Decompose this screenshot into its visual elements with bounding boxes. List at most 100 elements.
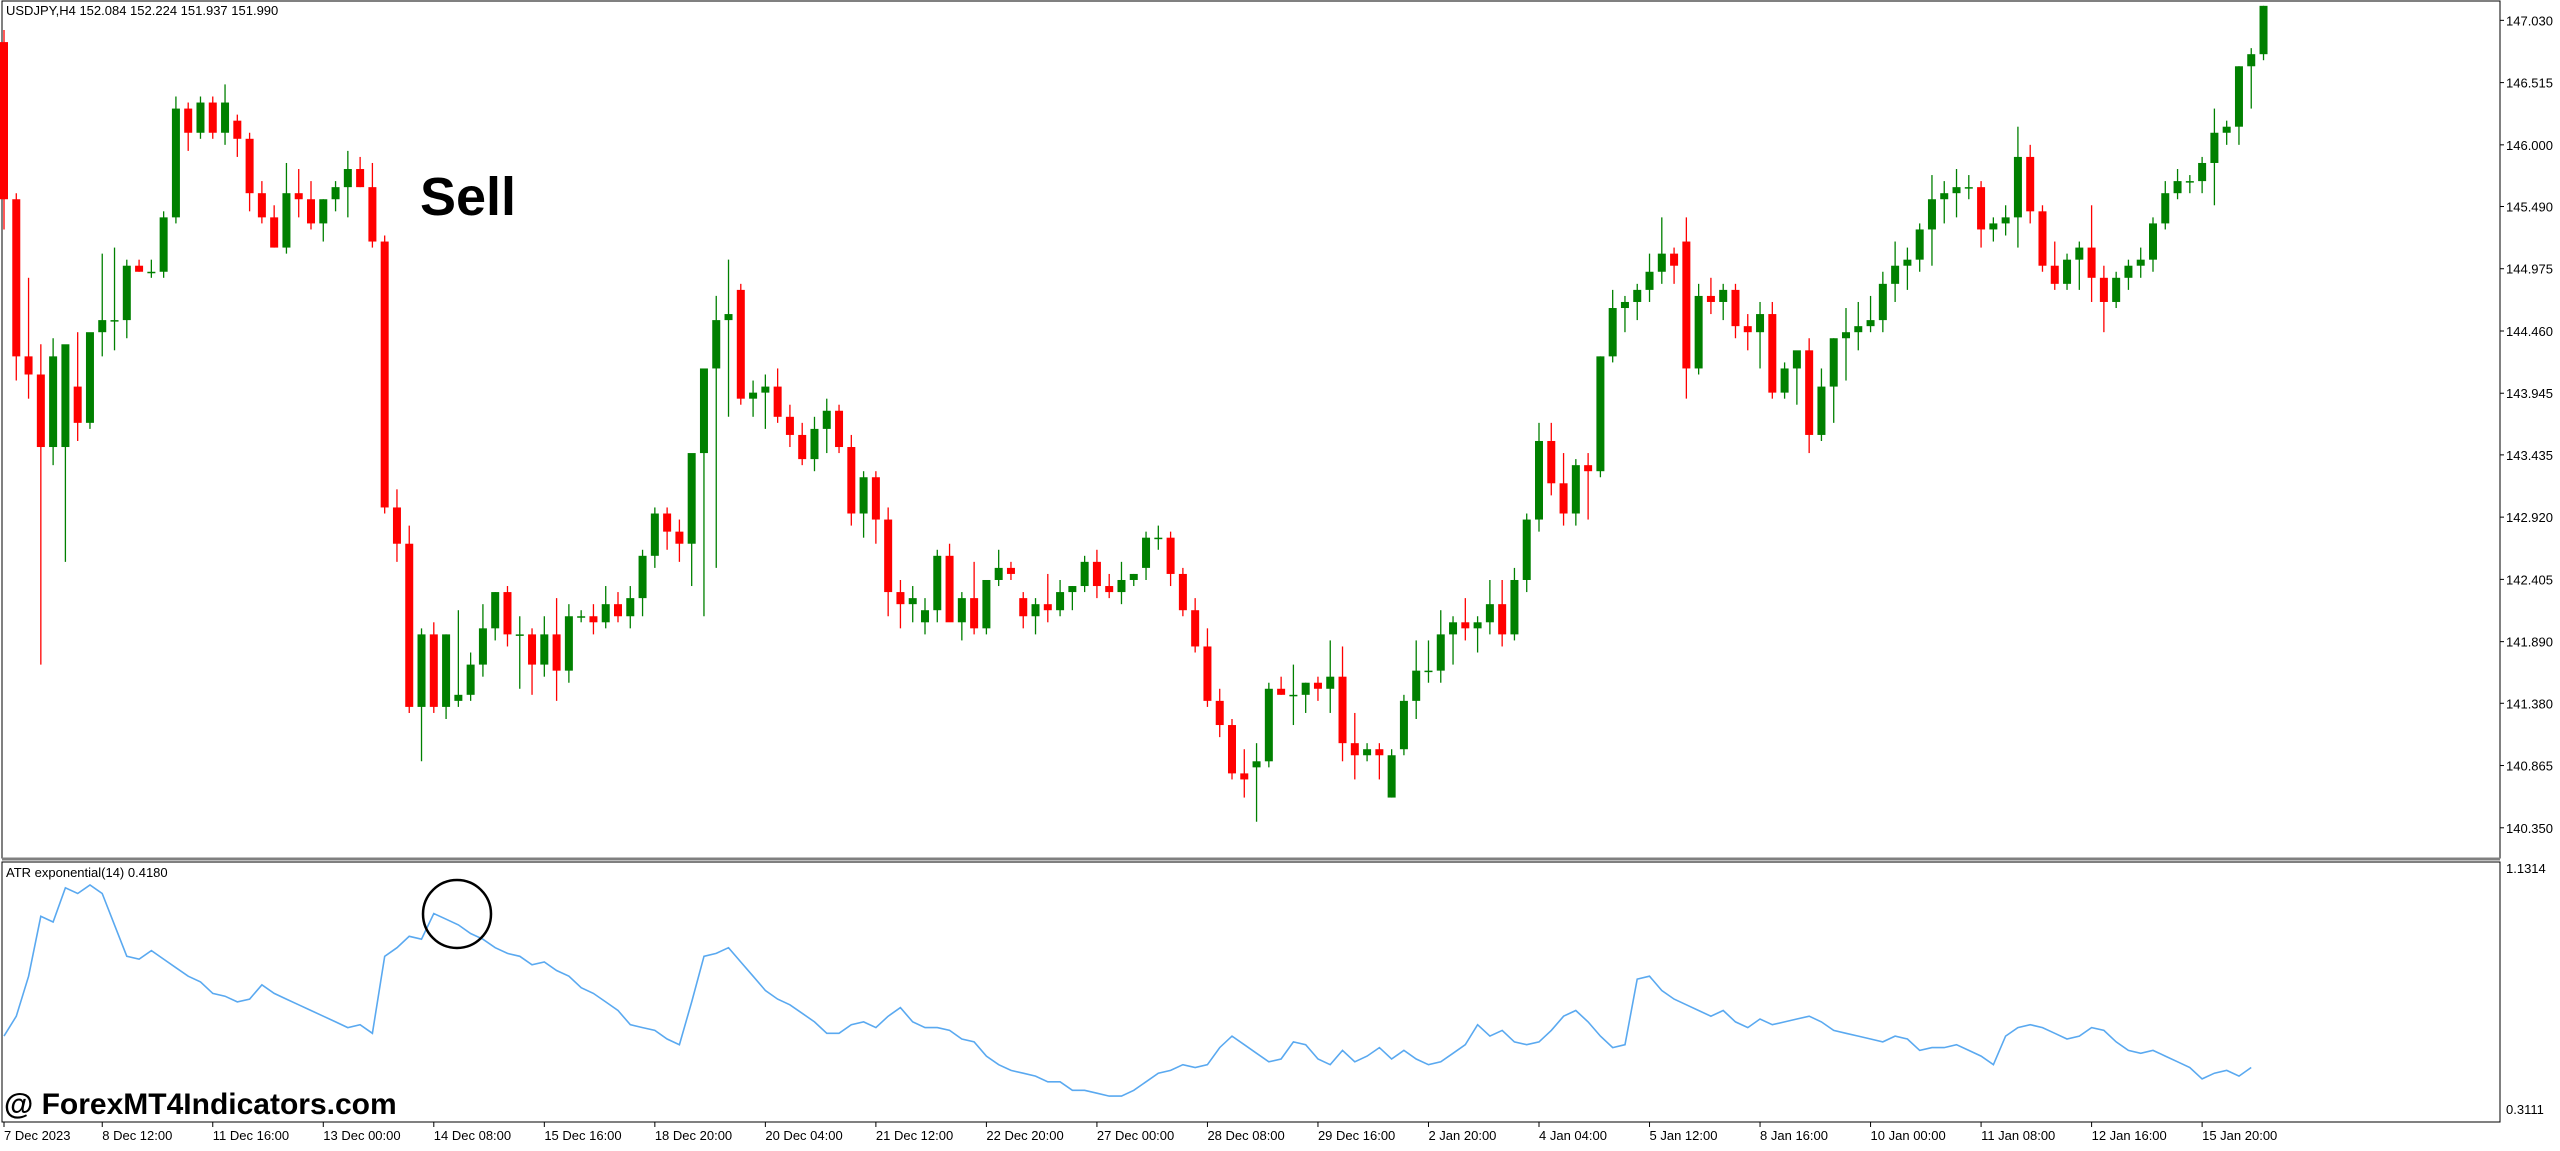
- time-tick-label: 13 Dec 00:00: [323, 1128, 400, 1143]
- candle-body: [2063, 259, 2072, 284]
- candle-body: [1719, 289, 1728, 302]
- candle-body: [466, 664, 475, 695]
- time-tick-label: 10 Jan 00:00: [1871, 1128, 1946, 1143]
- candle-body: [945, 555, 954, 623]
- price-axis: 147.030 146.515 146.000 145.490 144.975 144.4…: [2500, 13, 2553, 836]
- price-panel[interactable]: [1, 0, 2501, 859]
- time-tick-label: 12 Jan 16:00: [2092, 1128, 2167, 1143]
- candle-body: [392, 507, 401, 544]
- price-tick-label: 142.405: [2506, 572, 2553, 587]
- candle-body: [503, 592, 512, 635]
- candle-body: [2124, 265, 2133, 278]
- candle-body: [1289, 694, 1298, 697]
- candle-body: [1842, 332, 1850, 339]
- candle-body: [147, 271, 156, 274]
- candle-body: [159, 217, 168, 272]
- candle-body: [49, 356, 58, 448]
- candle-body: [208, 102, 217, 133]
- candle-body: [1080, 561, 1089, 587]
- atr-axis: 1.1314 0.3111: [2506, 861, 2546, 1117]
- candle-body: [319, 199, 328, 224]
- candle-body: [663, 513, 672, 532]
- candle-body: [1694, 295, 1703, 369]
- candle-body: [1989, 223, 1998, 230]
- atr-tick-label: 1.1314: [2506, 861, 2546, 876]
- candle-body: [1682, 241, 1691, 369]
- candle-body: [982, 579, 991, 629]
- candle-body: [1019, 598, 1028, 617]
- time-tick-label: 29 Dec 16:00: [1318, 1128, 1395, 1143]
- candle-body: [98, 320, 107, 333]
- candle-body: [380, 241, 389, 508]
- candle-body: [1977, 187, 1986, 230]
- candle-body: [2161, 193, 2170, 224]
- atr-peak-highlight-circle: [421, 878, 493, 950]
- candle-body: [2173, 181, 2182, 194]
- candle-body: [601, 604, 610, 623]
- candle-body: [1375, 749, 1384, 756]
- time-tick-label: 22 Dec 20:00: [986, 1128, 1063, 1143]
- candle-body: [1780, 368, 1789, 393]
- candle-body: [1756, 314, 1765, 333]
- candle-body: [282, 193, 291, 248]
- candle-body: [2185, 181, 2194, 183]
- candle-body: [1657, 253, 1666, 272]
- candle-body: [1043, 604, 1052, 611]
- candle-body: [1313, 682, 1322, 689]
- candle-body: [1571, 465, 1580, 514]
- candle-body: [1056, 592, 1065, 611]
- candle-body: [1412, 670, 1421, 701]
- candle-body: [1633, 289, 1642, 302]
- candle-body: [1854, 326, 1863, 333]
- candle-body: [1154, 537, 1163, 540]
- candle-body: [1768, 314, 1777, 393]
- price-tick-label: 140.350: [2506, 821, 2553, 836]
- candle-body: [1129, 573, 1138, 580]
- time-tick-label: 15 Dec 16:00: [544, 1128, 621, 1143]
- candle-body: [1743, 326, 1752, 333]
- candle-body: [2087, 247, 2096, 278]
- candle-body: [417, 634, 426, 707]
- candle-body: [1264, 688, 1273, 762]
- symbol-info: USDJPY,H4 152.084 152.224 151.937 151.99…: [6, 3, 278, 18]
- candle-body: [1891, 265, 1900, 284]
- candle-body: [871, 477, 880, 520]
- candles-layer: [0, 5, 2268, 822]
- candle-body: [2234, 66, 2243, 127]
- candle-body: [245, 138, 254, 194]
- candle-body: [1792, 350, 1801, 369]
- candle-body: [122, 265, 131, 321]
- candle-body: [184, 108, 193, 133]
- atr-panel[interactable]: [1, 857, 2501, 1123]
- candle-body: [1449, 622, 1458, 635]
- candle-body: [835, 410, 844, 448]
- price-tick-label: 147.030: [2506, 13, 2553, 28]
- candle-body: [221, 102, 230, 133]
- candle-body: [1670, 253, 1679, 266]
- candle-body: [1903, 259, 1912, 266]
- candle-body: [429, 634, 438, 707]
- candle-body: [294, 193, 303, 200]
- price-tick-label: 140.865: [2506, 759, 2553, 774]
- candle-body: [810, 428, 819, 460]
- price-tick-label: 145.490: [2506, 199, 2553, 214]
- candle-body: [650, 513, 659, 556]
- candle-body: [1436, 634, 1445, 671]
- candle-body: [1645, 271, 1654, 290]
- candle-body: [687, 453, 696, 544]
- time-tick-label: 18 Dec 20:00: [655, 1128, 732, 1143]
- watermark: @ ForexMT4Indicators.com: [4, 1088, 397, 1121]
- candle-body: [1277, 688, 1286, 695]
- candle-body: [749, 392, 758, 399]
- candle-body: [1473, 622, 1482, 629]
- candle-body: [1326, 676, 1335, 689]
- candle-body: [1215, 700, 1224, 726]
- candle-body: [1203, 646, 1212, 701]
- candle-body: [528, 634, 537, 665]
- time-tick-label: 21 Dec 12:00: [876, 1128, 953, 1143]
- candle-body: [2198, 162, 2207, 182]
- atr-tick-label: 0.3111: [2506, 1102, 2544, 1117]
- atr-frame: [1, 861, 2501, 1123]
